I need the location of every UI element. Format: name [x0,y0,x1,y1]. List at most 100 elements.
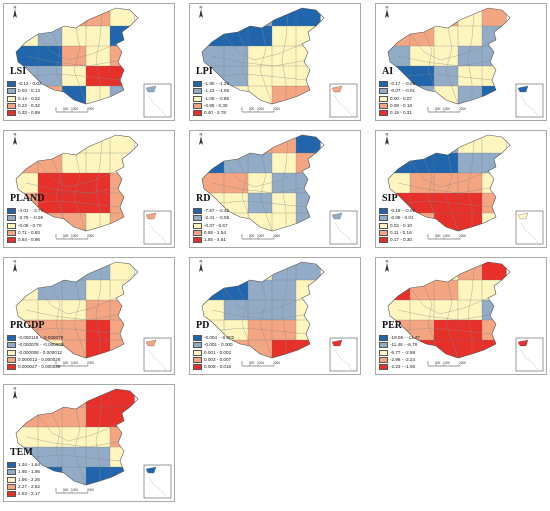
map-region [61,25,87,47]
legend-row: 0.40 - 2.78 [193,110,229,117]
legend-row: 0.68 - 1.54 [193,229,229,236]
legend: -0.000119 - -0.000079 -0.000078 - -0.0000… [7,334,63,371]
map-region [247,339,273,358]
legend-row: -19.06 - -11.47 [379,334,420,341]
map-region [271,25,297,47]
map-region [457,339,483,358]
map-region [247,25,273,47]
map-region [109,466,135,485]
scale-label: 1000 [443,107,450,111]
scale-label: 0 [427,234,429,238]
province-boundary [37,414,117,442]
legend-label: 1.55 - 4.61 [204,237,226,243]
map-region [271,8,297,27]
legend-label: -3.76 - -0.09 [18,215,44,221]
legend-swatch [193,80,202,87]
province-boundary [237,158,251,220]
legend-swatch [7,88,16,95]
map-region [295,299,321,321]
map-region [109,446,135,468]
legend-label: 0.19 - 0.31 [390,110,412,116]
province-boundary [409,287,489,315]
variable-label: SIP [382,193,398,204]
legend-label: -1.05 - -0.86 [204,95,230,101]
map-region [109,25,135,47]
map-region [271,85,297,104]
legend-row: 0.000027 - 0.000039 [7,364,63,371]
legend-row: -7.67 - -2.42 [193,207,229,214]
province-boundary [25,309,123,321]
legend-label: 0.40 - 2.78 [204,110,226,116]
map-region [16,135,39,154]
choropleth-map: N 0 500 1000 2000 [13,5,172,118]
legend-swatch [193,95,202,102]
map-region [37,135,63,154]
scale-label: 500 [63,488,69,492]
north-label: N [14,5,17,10]
scale-label: 2000 [273,107,280,111]
legend-swatch [7,222,16,229]
legend-label: 2.27 - 2.52 [18,483,40,489]
map-region [85,466,111,485]
legend-row: 0.003 - 0.007 [193,356,234,363]
scale-label: 0 [241,361,243,365]
choropleth-map: N 0 500 1000 2000 [385,5,544,118]
map-region [457,319,483,341]
country-outline [201,7,325,105]
legend-row: 0.17 - 0.30 [379,237,415,244]
legend-row: -3.76 - -0.09 [7,214,44,222]
inset-island [145,85,157,93]
legend-label: 0.71 - 0.83 [18,229,40,235]
scale-label: 1000 [443,234,450,238]
north-arrow-icon [13,390,17,399]
province-boundary [219,327,307,335]
legend-row: -0.07 - 0.67 [193,222,229,229]
legend-swatch [7,349,16,356]
legend-swatch [7,95,16,102]
legend: -0.12 - 0.02 0.03 - 0.13 0.14 - 0.22 0.23 -… [7,80,42,117]
scale-label: 1000 [71,107,78,111]
inset-boundary-line [334,95,353,117]
legend-row: 0.000013 - 0.000026 [7,356,63,363]
legend-swatch [193,88,202,95]
north-arrow-icon [385,263,389,272]
legend-label: -0.000119 - -0.000079 [18,334,64,340]
map-region [85,25,111,47]
map-region [61,212,87,231]
province-boundary [259,154,273,231]
north-label: N [14,132,17,137]
legend-swatch [7,110,16,117]
scale-label: 500 [435,107,441,111]
province-boundary [223,33,303,61]
map-region [109,45,135,67]
legend-row: -0.19 - -0.09 [379,207,415,214]
map-region [109,339,135,358]
legend-label: -0.12 - 0.02 [18,80,42,86]
scale-label: 2000 [273,361,280,365]
legend-swatch [193,349,202,356]
legend-row: 0.11 - 0.16 [379,229,415,236]
scale-label: 500 [63,361,69,365]
map-region [85,65,111,87]
map-region [37,152,63,174]
province-boundary [25,436,123,448]
province-boundary [95,267,103,354]
map-region [481,25,507,47]
province-boundary [33,454,121,462]
legend-label: -2.98 - -2.24 [390,356,416,362]
legend: 1.34 - 1.64 1.65 - 1.95 1.96 - 2.26 2.27 - … [7,461,40,498]
north-label: N [200,132,203,137]
province-boundary [33,327,121,335]
map-region [202,299,225,321]
province-boundary [25,55,123,67]
map-region [37,279,63,301]
legend-row: -0.000078 - -0.000009 [7,341,63,349]
inset-boundary-line [148,222,167,244]
map-region [85,212,111,231]
legend-swatch [379,229,388,236]
province-boundary [467,267,475,354]
map-region [457,172,483,194]
country-outline [387,7,511,105]
province-boundary [51,285,65,347]
province-boundary [73,27,87,104]
